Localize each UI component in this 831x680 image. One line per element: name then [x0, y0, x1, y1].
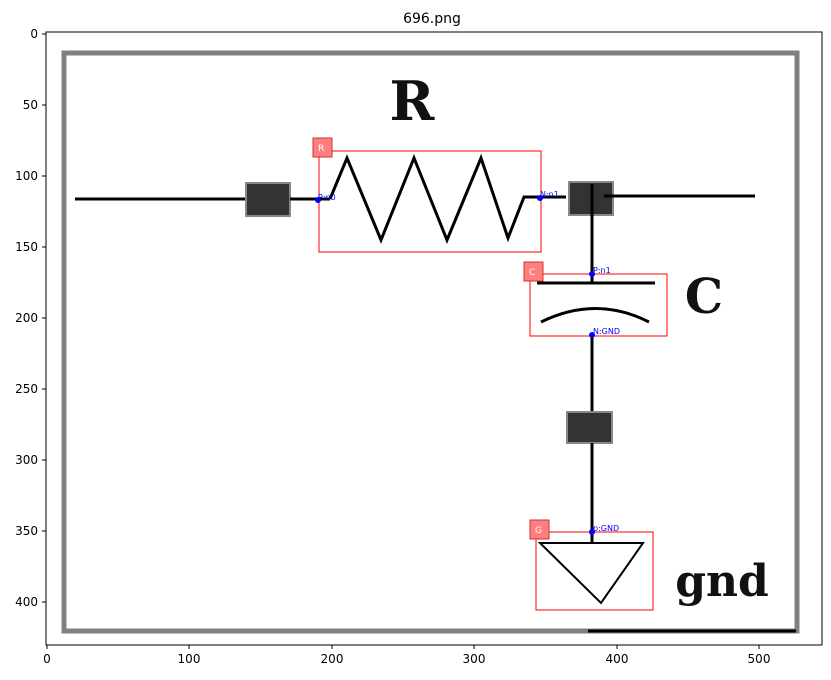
y-tick-label: 0	[30, 27, 38, 41]
ground-tag-box	[529, 519, 550, 540]
x-tick-label: 400	[606, 652, 629, 666]
resistor-tag: R	[318, 144, 324, 154]
y-tick-label: 150	[15, 240, 38, 254]
y-tick-label: 50	[23, 98, 38, 112]
capacitor-pin-p	[589, 271, 595, 277]
capacitor-pin-n	[589, 332, 595, 338]
x-tick-label: 200	[321, 652, 344, 666]
capacitor-label: C	[685, 269, 723, 325]
capacitor-bbox	[529, 273, 668, 337]
resistor-pin-n-label: N:n1	[540, 190, 559, 199]
ground-pin-p-label: p:GND	[593, 524, 619, 533]
outer-border	[61, 50, 800, 634]
x-axis: 0 100 200 300 400 500	[43, 645, 770, 666]
capacitor-bottom-plate	[540, 307, 650, 324]
x-tick-label: 500	[748, 652, 771, 666]
y-axis: 0 50 100 150 200 250 300 350 400	[15, 27, 46, 609]
x-tick-label: 0	[43, 652, 51, 666]
ground-tag: G	[535, 526, 542, 536]
capacitor-pin-n-label: N:GND	[593, 327, 620, 336]
y-tick-label: 400	[15, 595, 38, 609]
y-tick-label: 350	[15, 524, 38, 538]
y-tick-label: 300	[15, 453, 38, 467]
lower-terminal	[566, 411, 613, 444]
capacitor-pin-p-label: P:n1	[593, 266, 611, 275]
resistor-tag-box	[312, 137, 333, 158]
y-tick-label: 100	[15, 169, 38, 183]
ground-triangle	[537, 542, 645, 605]
annotations: R P:n0 N:n1 C P:n1 N:GND G p:GND	[312, 137, 668, 611]
axes: R C gnd	[45, 31, 823, 646]
capacitor-tag: C	[529, 268, 535, 278]
resistor-pin-p	[315, 197, 321, 203]
capacitor-tag-box	[523, 261, 544, 282]
y-tick-label: 200	[15, 311, 38, 325]
x-tick-label: 100	[178, 652, 201, 666]
resistor-pin-n	[537, 195, 543, 201]
x-tick-label: 300	[463, 652, 486, 666]
axes-frame	[45, 31, 823, 646]
y-tick-label: 250	[15, 382, 38, 396]
left-terminal	[245, 182, 291, 217]
ground-label: gnd	[675, 556, 769, 607]
resistor-label: R	[390, 69, 436, 133]
resistor-pin-p-label: P:n0	[318, 193, 336, 202]
figure-title: 696.png	[403, 11, 461, 27]
schematic-image: R C gnd	[61, 50, 800, 634]
ground-pin-p	[589, 529, 595, 535]
resistor-zigzag	[328, 153, 566, 244]
